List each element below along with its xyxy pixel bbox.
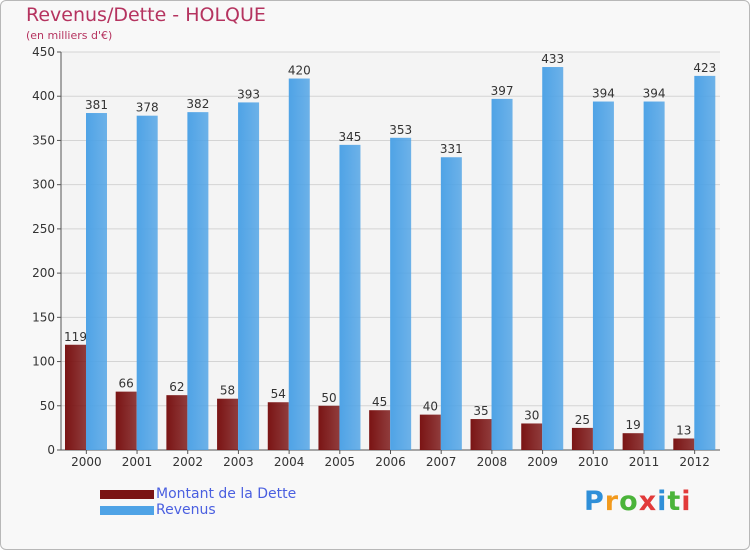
x-tick-label: 2001 <box>122 455 153 469</box>
data-label-revenue: 394 <box>592 87 615 101</box>
bar-revenue <box>440 157 462 450</box>
bar-debt <box>470 419 492 450</box>
data-label-debt: 25 <box>575 413 590 427</box>
y-tick-label: 450 <box>32 45 55 59</box>
y-tick-label: 150 <box>32 310 55 324</box>
data-label-revenue: 397 <box>491 84 514 98</box>
y-tick-label: 350 <box>32 133 55 147</box>
data-label-revenue: 331 <box>440 142 463 156</box>
y-tick-label: 50 <box>40 399 55 413</box>
logo-letter: t <box>667 486 682 517</box>
y-tick-label: 250 <box>32 222 55 236</box>
data-label-revenue: 433 <box>541 52 564 66</box>
logo-letter: i <box>657 486 668 517</box>
bar-revenue <box>542 67 564 450</box>
legend: Montant de la Dette Revenus <box>100 486 296 518</box>
x-tick-label: 2010 <box>578 455 609 469</box>
x-tick-label: 2004 <box>274 455 305 469</box>
data-label-debt: 19 <box>625 418 640 432</box>
chart-title: Revenus/Dette - HOLQUE <box>26 4 266 26</box>
bar-revenue <box>288 78 310 451</box>
bar-debt <box>115 391 137 450</box>
bar-debt <box>571 427 593 450</box>
bar-debt <box>65 344 86 450</box>
bar-debt <box>166 395 188 450</box>
bar-debt <box>267 402 289 450</box>
bar-revenue <box>339 144 361 450</box>
data-label-revenue: 420 <box>288 64 311 78</box>
bar-debt <box>622 433 644 450</box>
data-label-revenue: 345 <box>339 130 362 144</box>
data-label-debt: 119 <box>64 330 87 344</box>
bar-revenue <box>592 101 614 450</box>
legend-item-revenue: Revenus <box>100 502 296 518</box>
chart-subtitle: (en milliers d'€) <box>26 29 113 42</box>
bar-debt <box>318 405 340 450</box>
logo-letter: x <box>638 486 658 517</box>
data-label-revenue: 393 <box>237 87 260 101</box>
legend-label-debt: Montant de la Dette <box>156 486 297 502</box>
data-label-debt: 66 <box>119 377 134 391</box>
x-tick-label: 2007 <box>426 455 457 469</box>
data-label-debt: 45 <box>372 395 387 409</box>
x-tick-label: 2003 <box>223 455 254 469</box>
data-label-debt: 40 <box>423 400 438 414</box>
logo-letter: o <box>619 486 639 517</box>
y-tick-label: 100 <box>32 355 55 369</box>
bar-revenue <box>491 98 513 451</box>
legend-swatch-revenue <box>100 505 154 515</box>
data-label-debt: 35 <box>473 404 488 418</box>
x-tick-label: 2012 <box>679 455 710 469</box>
data-label-revenue: 353 <box>389 123 412 137</box>
data-label-debt: 50 <box>321 391 336 405</box>
bar-revenue <box>136 115 158 451</box>
y-tick-label: 400 <box>32 89 55 103</box>
bar-revenue <box>238 102 260 450</box>
data-label-debt: 62 <box>169 380 184 394</box>
bar-debt <box>521 423 543 450</box>
bar-debt <box>217 398 239 450</box>
data-label-revenue: 394 <box>643 87 666 101</box>
x-tick-label: 2008 <box>477 455 508 469</box>
logo-letter: r <box>604 486 620 517</box>
y-tick-label: 200 <box>32 266 55 280</box>
data-label-debt: 54 <box>271 387 286 401</box>
y-tick-label: 0 <box>47 443 55 457</box>
bar-revenue <box>187 112 209 451</box>
legend-swatch-debt <box>100 489 154 499</box>
proxiti-logo: Proxiti <box>584 486 692 517</box>
data-label-revenue: 381 <box>85 98 108 112</box>
data-label-debt: 58 <box>220 384 235 398</box>
data-label-revenue: 423 <box>693 61 716 75</box>
bar-debt <box>419 414 441 450</box>
x-tick-label: 2000 <box>71 455 102 469</box>
x-tick-label: 2002 <box>172 455 203 469</box>
legend-label-revenue: Revenus <box>156 502 216 518</box>
logo-letter: P <box>584 486 605 517</box>
logo-letter: i <box>681 486 692 517</box>
x-tick-label: 2005 <box>325 455 356 469</box>
bar-revenue <box>86 113 107 450</box>
x-tick-label: 2009 <box>527 455 558 469</box>
x-tick-label: 2011 <box>629 455 660 469</box>
bar-debt <box>369 410 391 450</box>
bar-debt <box>673 438 695 450</box>
x-tick-label: 2006 <box>375 455 406 469</box>
data-label-revenue: 382 <box>186 97 209 111</box>
legend-item-debt: Montant de la Dette <box>100 486 296 502</box>
bar-revenue <box>390 137 412 450</box>
data-label-revenue: 378 <box>136 101 159 115</box>
bar-revenue <box>643 101 665 450</box>
data-label-debt: 13 <box>676 424 691 438</box>
data-label-debt: 30 <box>524 408 539 422</box>
bar-revenue <box>694 75 716 450</box>
y-tick-label: 300 <box>32 178 55 192</box>
